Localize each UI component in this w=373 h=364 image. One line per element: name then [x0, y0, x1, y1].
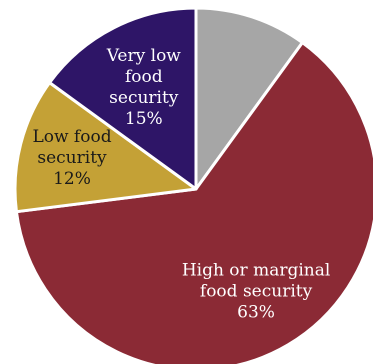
slice-label-very-low-food-security: Very low food security 15%	[106, 46, 182, 129]
slice-label-line: 12%	[53, 169, 91, 189]
pie-labels: High or marginal food security 63%Low food…	[32, 46, 330, 323]
slice-label-line: 63%	[237, 303, 275, 323]
slice-label-line: Low food	[32, 127, 111, 147]
slice-label-line: Very low	[106, 46, 182, 66]
slice-label-line: security	[37, 148, 107, 168]
pie-slice-very-low-food-security-3	[48, 6, 198, 191]
slice-label-line: food	[125, 67, 163, 87]
slice-label-low-food-security: Low food security 12%	[32, 127, 111, 189]
slice-label-line: High or marginal	[182, 261, 330, 281]
pie-slice-other-0	[194, 6, 304, 191]
slice-label-high-or-marginal-food-security: High or marginal food security 63%	[182, 261, 330, 323]
pie-slice-high-or-marginal-food-security-1	[14, 41, 373, 364]
slice-label-line: food security	[200, 282, 313, 302]
slice-label-line: security	[109, 88, 179, 108]
pie-slices	[13, 6, 373, 364]
pie-slice-low-food-security-2	[13, 81, 198, 214]
slice-label-line: 15%	[125, 109, 163, 129]
